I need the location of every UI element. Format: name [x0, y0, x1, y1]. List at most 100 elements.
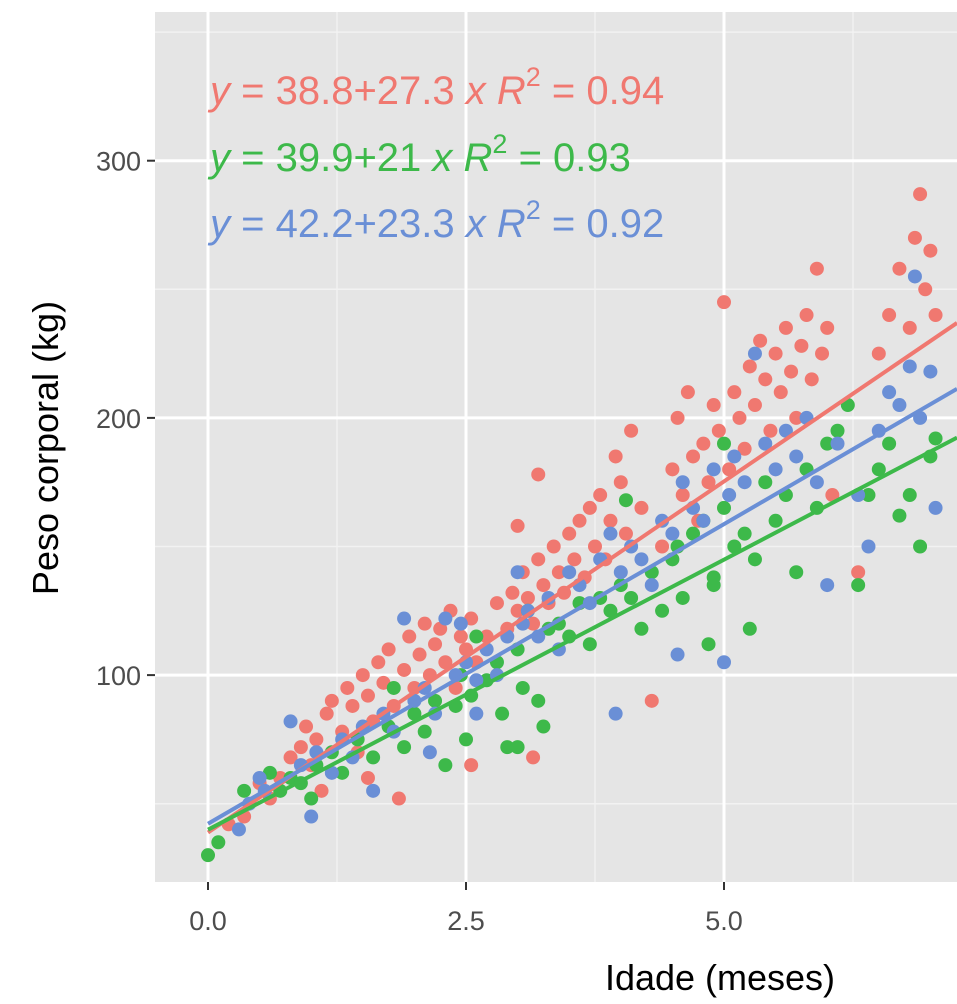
data-point [345, 698, 360, 713]
data-point [355, 668, 370, 683]
data-point [778, 423, 793, 438]
data-point [412, 647, 427, 662]
data-point [696, 436, 711, 451]
data-point [830, 436, 845, 451]
data-point [464, 611, 479, 626]
data-point [613, 475, 628, 490]
data-point [675, 475, 690, 490]
data-point [608, 449, 623, 464]
regression-equation: y = 42.2+23.3 x R2 = 0.92 [207, 195, 664, 246]
data-point [820, 436, 835, 451]
data-point [820, 578, 835, 593]
y-tick-label: 300 [96, 147, 141, 177]
data-point [675, 590, 690, 605]
data-point [505, 585, 520, 600]
data-point [407, 706, 422, 721]
data-point [892, 398, 907, 413]
data-point [918, 282, 933, 297]
data-point [737, 475, 752, 490]
data-point [882, 436, 897, 451]
data-point [510, 565, 525, 580]
data-point [324, 693, 339, 708]
data-point [391, 791, 406, 806]
data-point [892, 261, 907, 276]
data-point [758, 372, 773, 387]
x-axis-title: Idade (meses) [605, 957, 835, 998]
data-point [531, 552, 546, 567]
data-point [737, 441, 752, 456]
data-point [742, 359, 757, 374]
data-point [871, 346, 886, 361]
data-point [634, 500, 649, 515]
data-point [293, 740, 308, 755]
data-point [283, 750, 298, 765]
data-point [428, 693, 443, 708]
data-point [618, 493, 633, 508]
data-point [686, 526, 701, 541]
data-point [711, 423, 726, 438]
data-point [830, 423, 845, 438]
data-point [324, 765, 339, 780]
data-point [572, 513, 587, 528]
data-point [515, 680, 530, 695]
x-tick-label: 5.0 [705, 906, 743, 936]
data-point [438, 758, 453, 773]
data-point [706, 462, 721, 477]
data-point [747, 398, 762, 413]
data-point [809, 475, 824, 490]
data-point [747, 552, 762, 567]
data-point [588, 539, 602, 554]
data-point [304, 791, 319, 806]
data-point [701, 475, 716, 490]
regression-equation: y = 39.9+21 x R2 = 0.93 [207, 129, 631, 180]
data-point [851, 578, 866, 593]
data-point [386, 680, 401, 695]
data-point [438, 611, 453, 626]
data-point [366, 783, 381, 798]
data-point [732, 410, 747, 425]
data-point [706, 570, 721, 585]
data-point [851, 565, 866, 580]
data-point [551, 565, 566, 580]
data-point [526, 750, 541, 765]
y-tick-label: 200 [96, 404, 141, 434]
data-point [913, 539, 928, 554]
data-point [923, 364, 938, 379]
data-point [397, 611, 412, 626]
data-point [727, 539, 742, 554]
data-point [701, 637, 716, 652]
data-point [717, 436, 731, 451]
x-tick-label: 0.0 [189, 906, 227, 936]
data-point [428, 637, 443, 652]
data-point [696, 513, 711, 528]
data-point [531, 693, 546, 708]
data-point [902, 359, 917, 374]
data-point [453, 629, 468, 644]
data-point [799, 308, 814, 323]
y-tick-label: 100 [96, 661, 141, 691]
data-point [618, 526, 633, 541]
data-point [820, 320, 835, 335]
data-point [459, 732, 473, 747]
data-point [902, 320, 917, 335]
data-point [789, 410, 804, 425]
regression-line [207, 435, 957, 832]
data-point [928, 308, 943, 323]
data-point [299, 719, 314, 734]
data-point [283, 714, 298, 729]
data-point [335, 765, 350, 780]
data-point [665, 526, 680, 541]
data-point [319, 706, 334, 721]
data-point [371, 655, 386, 670]
data-point [469, 706, 484, 721]
data-point [582, 637, 597, 652]
y-axis-title: Peso corporal (kg) [25, 301, 66, 595]
data-point [397, 662, 412, 677]
data-point [825, 488, 840, 503]
data-point [360, 688, 375, 703]
data-point [928, 500, 943, 515]
data-point [809, 261, 824, 276]
data-point [923, 243, 938, 258]
data-point [768, 513, 783, 528]
data-point [789, 449, 804, 464]
